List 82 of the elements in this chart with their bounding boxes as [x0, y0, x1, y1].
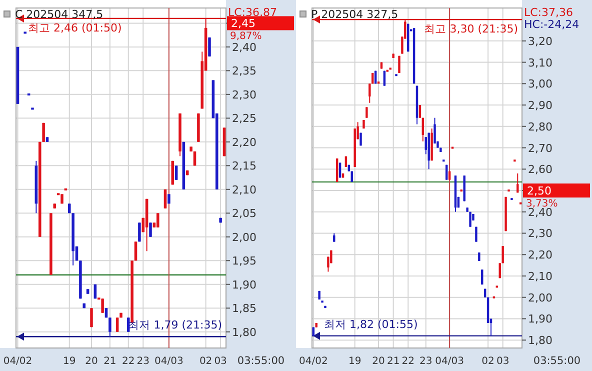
candlestick [418, 104, 422, 118]
y-tick-label: 2,10 [528, 270, 552, 283]
text: LC:36,87 [228, 6, 278, 19]
candlestick [366, 106, 368, 118]
text: LC:37,36 [524, 6, 574, 19]
y-tick-label: 2,40 [232, 40, 256, 54]
x-tick-label: 23 [420, 356, 432, 367]
candlestick [42, 122, 45, 142]
x-tick-label: 03 [214, 356, 227, 367]
candlestick [108, 317, 112, 338]
candlestick [156, 212, 160, 228]
text: 3,73% [526, 198, 558, 210]
y-tick-label: 1,80 [528, 334, 552, 348]
x-tick-label: 04/03 [154, 356, 184, 367]
y-tick-label: 2,15 [232, 160, 256, 173]
candlestick [434, 117, 436, 144]
text: 2,45 [231, 17, 256, 30]
x-tick-label: 21 [386, 356, 400, 367]
candlestick [338, 162, 342, 178]
candlestick [445, 164, 448, 180]
y-tick-label: 2,00 [232, 230, 256, 244]
candlestick [502, 246, 504, 264]
candlestick [134, 241, 138, 262]
y-tick-label: 3,10 [528, 56, 552, 70]
candlestick [368, 83, 371, 104]
candlestick [398, 55, 400, 74]
x-tick-label: 04/02 [3, 356, 32, 367]
candlestick [174, 165, 178, 180]
text: 03:55:00 [237, 355, 285, 367]
y-tick-label: 2,35 [232, 64, 256, 78]
y-tick-label: 3,20 [528, 34, 552, 48]
x-tick-label: 19 [348, 356, 362, 367]
y-tick-label: 1,90 [232, 278, 256, 292]
candlestick [383, 70, 386, 86]
candlestick [116, 317, 119, 332]
x-tick-label: 02 [199, 356, 212, 367]
candlestick [164, 188, 167, 209]
y-tick-label: 2,10 [232, 183, 256, 196]
y-tick-label: 2,90 [528, 99, 552, 112]
x-tick-label: 04/02 [298, 356, 328, 367]
chart-title: C 202504 347,5 [15, 8, 104, 21]
ref-line-label: 최고 3,30 (21:35) [424, 22, 518, 36]
text: 03:55:00 [533, 355, 581, 367]
candlestick [481, 269, 484, 286]
candlestick [138, 222, 141, 242]
x-tick-label: 04/03 [435, 356, 464, 367]
candlestick [475, 226, 478, 242]
y-tick-label: 2,60 [528, 163, 552, 176]
legend-label: 최고 2,46 (01:50) [28, 21, 122, 34]
y-tick-label: 2,20 [232, 136, 256, 149]
y-tick-label: 1,85 [232, 302, 256, 316]
y-tick-label: 2,70 [528, 142, 552, 155]
ref-line-label: 최저 1,82 (01:55) [324, 318, 418, 331]
y-tick-label: 2,30 [232, 88, 256, 102]
candlestick [469, 211, 472, 228]
x-tick-label: 21 [104, 356, 116, 367]
x-tick-label: 03 [496, 356, 510, 367]
chart-title: P 202504 327,5 [311, 8, 398, 21]
x-tick-label: 20 [85, 356, 98, 367]
y-tick-label: 2,05 [232, 207, 256, 220]
y-tick-label: 2,30 [528, 227, 552, 240]
y-tick-label: 1,80 [232, 326, 256, 339]
text: 9,87% [230, 31, 262, 42]
text: HC:-24,24 [524, 18, 580, 31]
x-tick-label: 02 [482, 356, 494, 367]
candlestick [336, 158, 338, 182]
candlestick [126, 317, 130, 332]
candlestick [498, 262, 501, 279]
candlestick [101, 298, 104, 314]
y-tick-label: 2,80 [528, 120, 552, 134]
text: 2,50 [527, 184, 552, 198]
y-tick-label: 2,00 [528, 291, 552, 304]
x-tick-label: 23 [136, 356, 150, 367]
y-tick-label: 1,95 [232, 254, 256, 268]
y-tick-label: 2,20 [528, 248, 552, 262]
x-tick-label: 20 [372, 356, 385, 367]
x-tick-label: 19 [63, 356, 76, 367]
y-tick-label: 3,00 [528, 78, 552, 91]
y-tick-label: 1,90 [528, 312, 552, 326]
x-tick-label: 22 [402, 356, 414, 367]
x-tick-label: 22 [122, 356, 135, 367]
y-tick-label: 2,25 [232, 112, 256, 126]
